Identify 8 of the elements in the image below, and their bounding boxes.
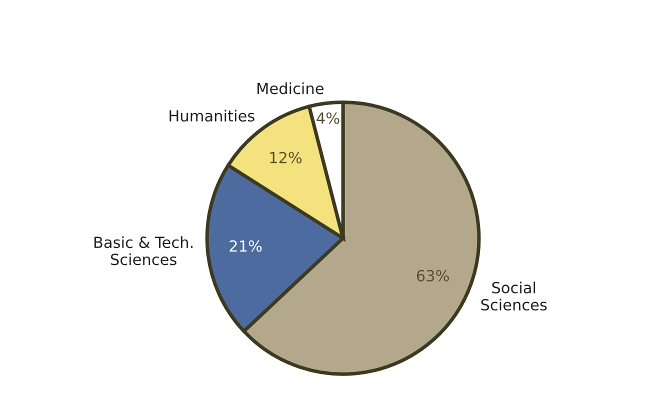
data-label: 12% (270, 152, 302, 164)
data-label: 63% (416, 270, 449, 282)
slice-label: Humanities (170, 110, 254, 122)
slice-label: Medicine (258, 82, 324, 94)
slice-label: Social Sciences (481, 282, 547, 311)
slice-label: Basic & Tech. Sciences (94, 236, 192, 266)
data-label: 4% (316, 112, 340, 124)
data-label: 21% (230, 240, 262, 252)
